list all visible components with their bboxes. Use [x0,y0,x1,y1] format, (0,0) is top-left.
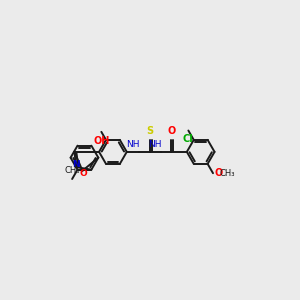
Text: O: O [80,169,87,178]
Text: NH: NH [126,140,140,149]
Text: N: N [72,160,79,169]
Text: CH₃: CH₃ [220,169,236,178]
Text: OH: OH [93,136,110,146]
Text: O: O [214,168,223,178]
Text: Cl: Cl [183,134,194,144]
Text: S: S [146,127,153,136]
Text: O: O [167,127,175,136]
Text: CH₃: CH₃ [64,166,80,175]
Text: NH: NH [148,140,162,149]
